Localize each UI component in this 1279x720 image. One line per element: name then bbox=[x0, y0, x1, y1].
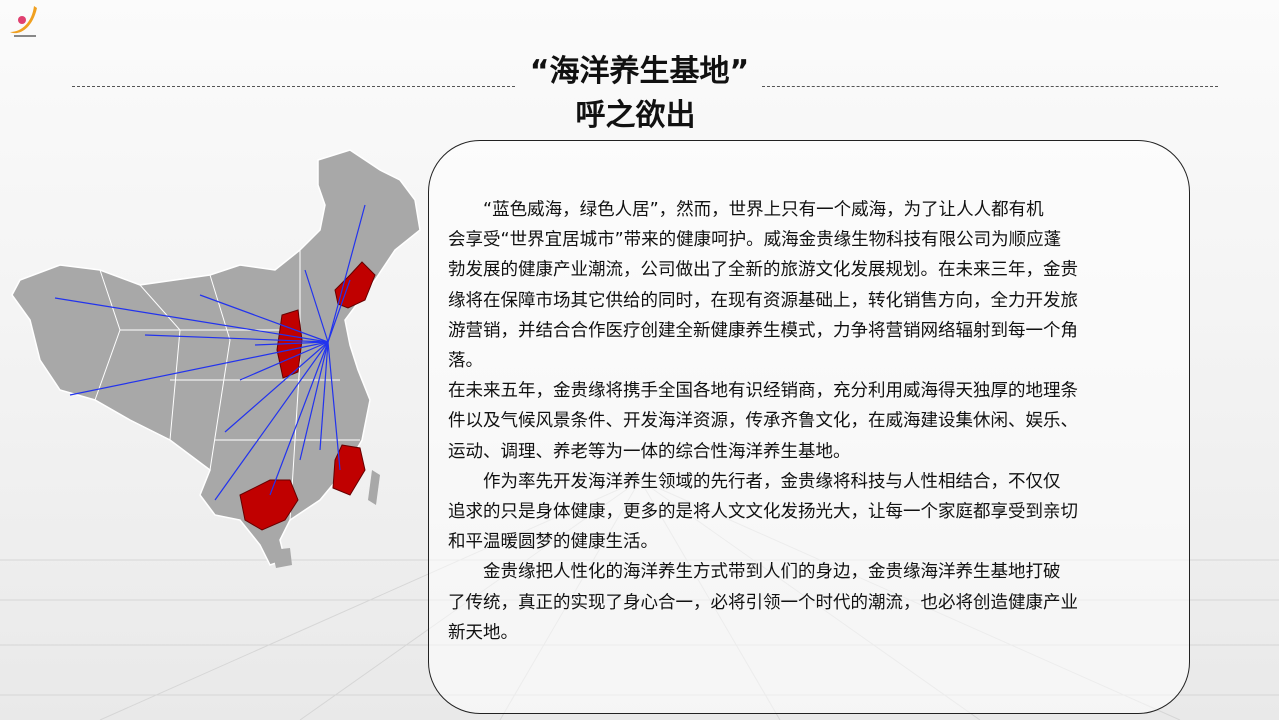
text-line: “蓝色威海，绿色人居”，然而，世界上只有一个威海，为了让人人都有机 bbox=[448, 200, 1044, 220]
dashed-divider-left bbox=[72, 86, 515, 87]
title-line-1: “海洋养生基地” bbox=[529, 54, 750, 89]
highlight-province-guangdong bbox=[239, 479, 299, 531]
title-line-2: 呼之欲出 bbox=[575, 98, 696, 133]
text-line: 追求的只是身体健康，更多的是将人文文化发扬光大，让每一个家庭都享受到亲切 bbox=[448, 502, 1078, 523]
highlight-province-liaoning bbox=[334, 261, 376, 309]
description-panel bbox=[428, 140, 1190, 714]
text-line: 落。 bbox=[448, 351, 483, 372]
text-line: 新天地。 bbox=[448, 622, 518, 643]
text-line: 了传统，真正的实现了身心合一，必将引领一个时代的潮流，也必将创造健康产业 bbox=[448, 592, 1078, 613]
hainan-island bbox=[272, 548, 292, 568]
text-line: 和平温暖圆梦的健康生活。 bbox=[448, 532, 658, 553]
china-map bbox=[11, 149, 421, 568]
china-outline bbox=[11, 149, 421, 566]
text-line: 件以及气候风景条件、开发海洋资源，传承齐鲁文化，在威海建设集休闲、娱乐、 bbox=[448, 411, 1078, 432]
company-logo bbox=[10, 6, 37, 37]
taiwan-island bbox=[368, 470, 380, 505]
text-line: 会享受“世界宜居城市”带来的健康呵护。威海金贵缘生物科技有限公司为顺应蓬 bbox=[448, 230, 1062, 251]
text-line: 金贵缘把人性化的海洋养生方式带到人们的身边，金贵缘海洋养生基地打破 bbox=[448, 562, 1061, 583]
text-line: 勃发展的健康产业潮流，公司做出了全新的旅游文化发展规划。在未来三年，金贵 bbox=[448, 260, 1078, 281]
highlight-province-fujian bbox=[332, 444, 366, 496]
description-text: “蓝色威海，绿色人居”，然而，世界上只有一个威海，为了让人人都有机 会享受“世界宜… bbox=[448, 195, 1178, 648]
text-line: 在未来五年，金贵缘将携手全国各地有识经销商，充分利用威海得天独厚的地理条 bbox=[448, 381, 1078, 402]
radiating-lines bbox=[54, 204, 366, 501]
text-line: 作为率先开发海洋养生领域的先行者，金贵缘将科技与人性相结合，不仅仅 bbox=[448, 471, 1061, 492]
text-line: 缘将在保障市场其它供给的同时，在现有资源基础上，转化销售方向，全力开发旅 bbox=[448, 290, 1078, 311]
text-line: 运动、调理、养老等为一体的综合性海洋养生基地。 bbox=[448, 441, 851, 462]
text-line: 游营销，并结合合作医疗创建全新健康养生模式，力争将营销网络辐射到每一个角 bbox=[448, 320, 1078, 341]
dashed-divider-right bbox=[762, 86, 1218, 87]
